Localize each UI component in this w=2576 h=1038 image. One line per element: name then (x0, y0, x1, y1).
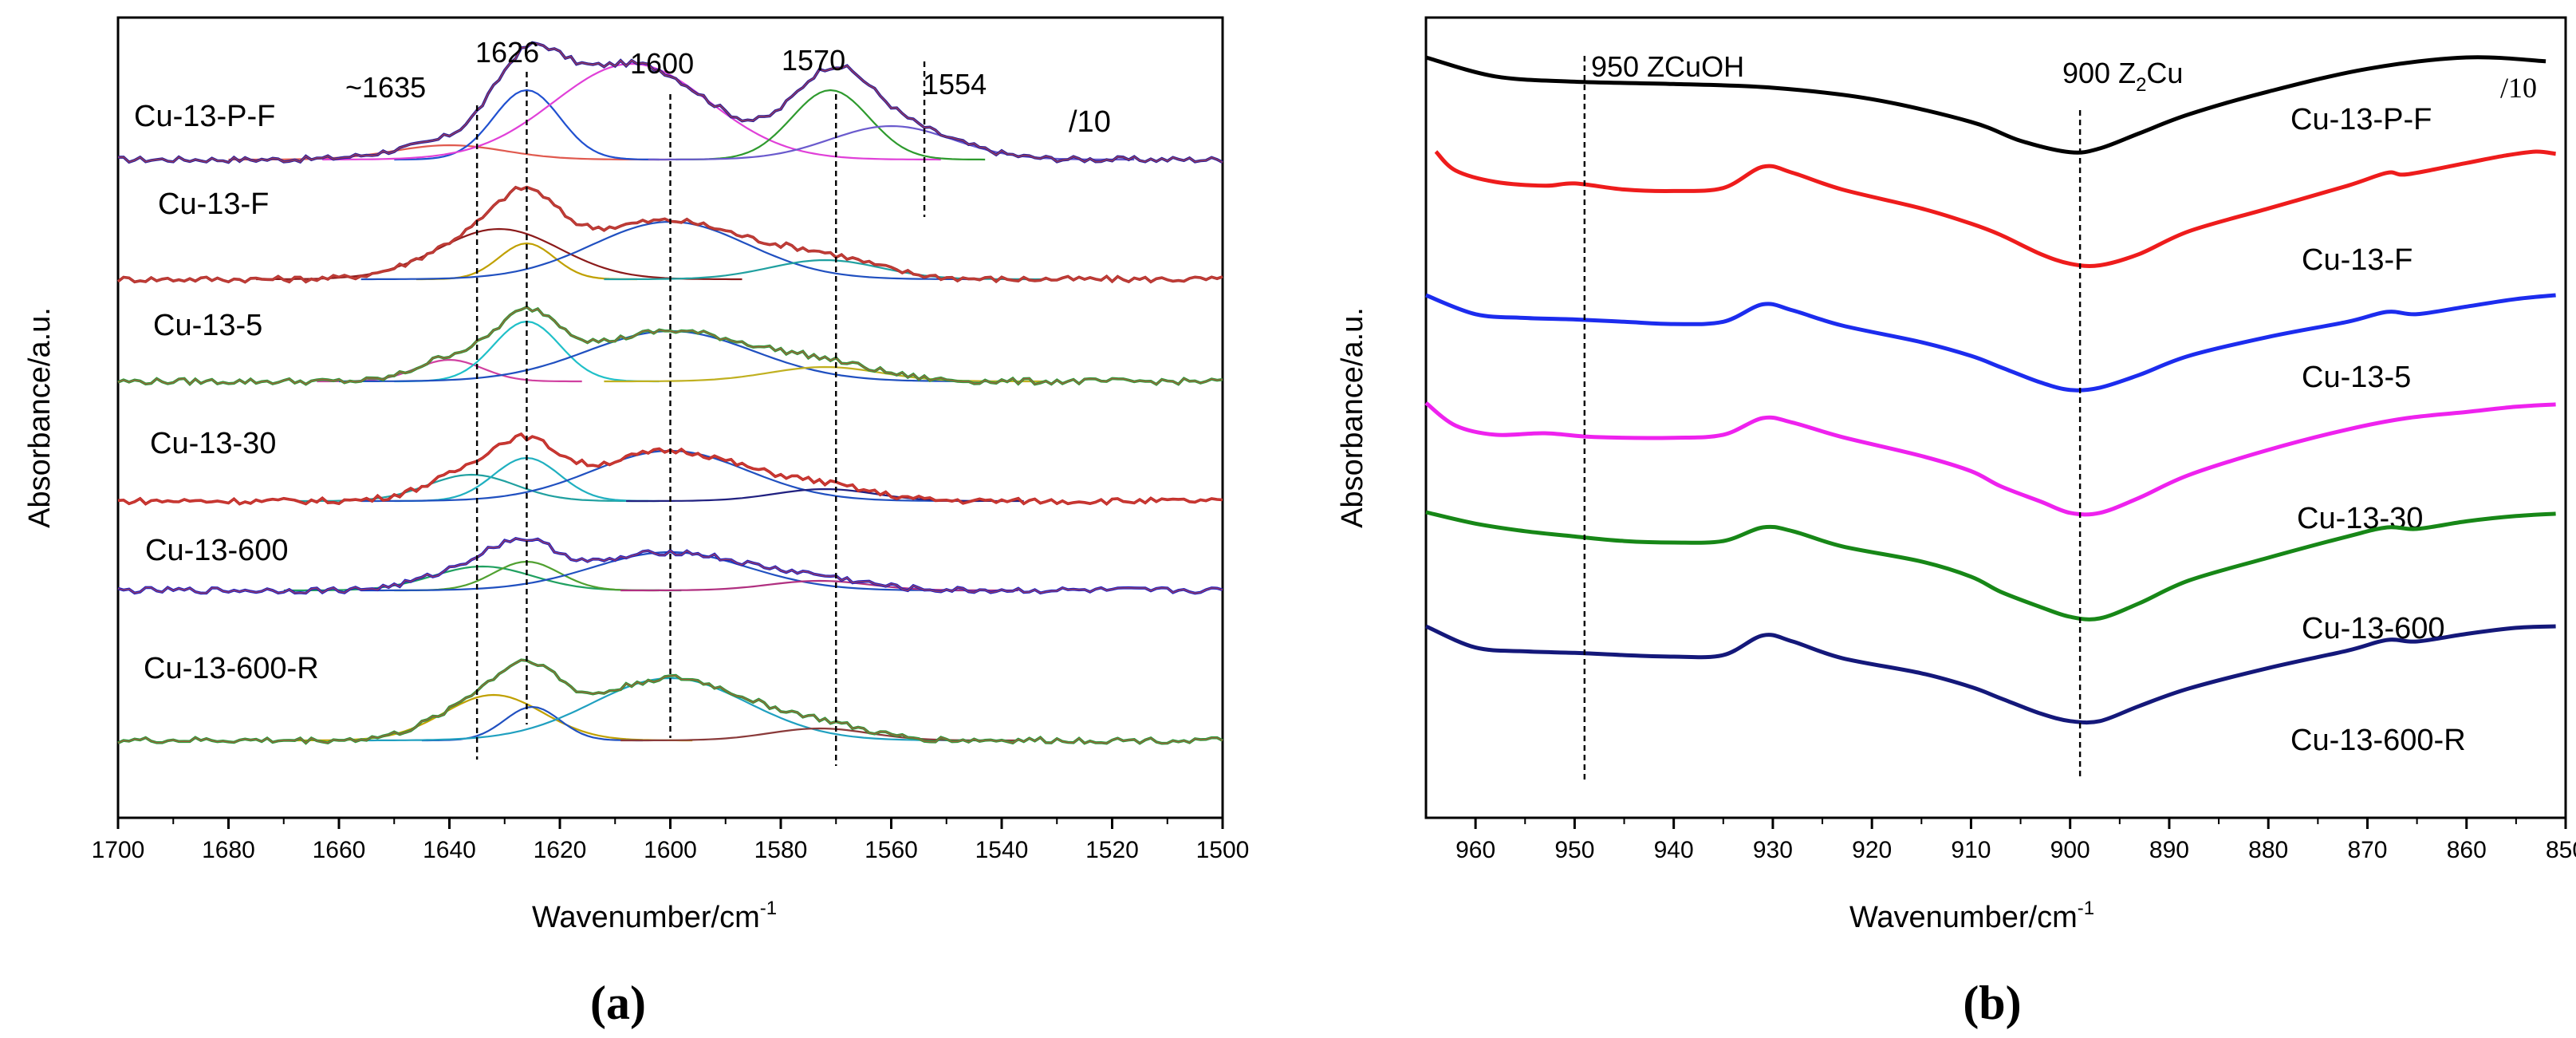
a-series-label: Cu-13-5 (153, 309, 262, 342)
b-x-tick-label: 900 (2050, 837, 2090, 863)
a-reference-label: 1554 (923, 68, 987, 101)
b-series-Cu-13-600: Cu-13-600 (1425, 510, 2556, 645)
a-x-axis-title-text: Wavenumber/cm (532, 901, 760, 934)
a-x-tick-label: 1700 (92, 837, 145, 863)
a-panel-letter: (a) (590, 977, 646, 1029)
a-reference-label: 1600 (630, 47, 694, 80)
a-x-tick-label: 1620 (534, 837, 587, 863)
a-series-label: Cu-13-30 (150, 427, 276, 460)
b-series-label: Cu-13-600-R (2290, 724, 2466, 757)
a-fit-sum (117, 41, 1223, 164)
a-fit-component (604, 365, 1046, 383)
a-x-axis-title: Wavenumber/cm-1 (532, 898, 777, 934)
b-x-tick-label: 910 (1951, 837, 1991, 863)
a-fit-component (394, 89, 660, 161)
b-y-axis-title: Absorbance/a.u. (1336, 307, 1369, 528)
b-reference-label-tail: Cu (2146, 57, 2183, 89)
a-x-tick-label: 1500 (1196, 837, 1250, 863)
a-series-label: Cu-13-600 (145, 534, 289, 567)
b-x-tick-label: 860 (2447, 837, 2487, 863)
a-x-tick-label: 1640 (423, 837, 476, 863)
b-scale-note: /10 (2500, 72, 2537, 104)
a-x-axis-title-sup: -1 (760, 898, 777, 919)
a-series-label: Cu-13-F (158, 187, 269, 221)
b-x-axis-title-text: Wavenumber/cm (1849, 901, 2078, 934)
a-y-axis-title: Absorbance/a.u. (23, 307, 57, 528)
b-spectrum-line (1425, 55, 2546, 155)
b-x-axis-title: Wavenumber/cm-1 (1849, 898, 2094, 934)
b-reference-label: 900 Z2Cu (2062, 57, 2183, 96)
b-x-tick-label: 850 (2546, 837, 2576, 863)
a-x-tick-label: 1680 (202, 837, 255, 863)
a-x-tick-label: 1660 (313, 837, 366, 863)
a-series-Cu-13-30: Cu-13-30 (117, 427, 1223, 507)
b-x-tick-label: 960 (1455, 837, 1495, 863)
a-series-Cu-13-5: Cu-13-5 (117, 305, 1223, 387)
a-series-Cu-13-600: Cu-13-600 (117, 534, 1223, 595)
a-fit-component (294, 473, 648, 503)
a-series-label: Cu-13-600-R (144, 652, 319, 685)
a-fit-sum (117, 659, 1223, 744)
a-fit-component (648, 124, 1135, 161)
a-fit-component (421, 705, 643, 742)
a-fit-component (256, 227, 742, 281)
b-x-axis-title-sup: -1 (2078, 898, 2094, 919)
b-spectrum-line (1434, 149, 2556, 268)
b-series-label: Cu-13-F (2302, 243, 2413, 277)
plot-frame (1424, 16, 2567, 819)
a-fit-component (228, 144, 671, 161)
a-scale-note: /10 (1069, 105, 1111, 139)
a-fit-component (620, 727, 1018, 742)
b-reference-label-sub: 2 (2136, 74, 2146, 96)
a-reference-label: 1626 (475, 36, 539, 69)
a-fit-sum (117, 538, 1223, 594)
b-series-Cu-13-600-R: Cu-13-600-R (1424, 624, 2556, 757)
a-series-label: Cu-13-P-F (134, 100, 275, 133)
b-x-tick-label: 870 (2347, 837, 2387, 863)
a-fit-component (676, 89, 986, 161)
b-series-Cu-13-P-F: Cu-13-P-F (1425, 55, 2546, 155)
a-series-Cu-13-P-F: Cu-13-P-F (117, 41, 1223, 164)
a-x-tick-label: 1560 (865, 837, 918, 863)
b-x-tick-label: 920 (1852, 837, 1892, 863)
a-x-tick-label: 1600 (644, 837, 697, 863)
b-spectrum-line (1424, 624, 2556, 725)
b-spectrum-line (1424, 401, 2556, 517)
a-fit-sum (117, 306, 1223, 385)
b-series-label: Cu-13-5 (2302, 361, 2411, 394)
b-spectrum-line (1425, 510, 2556, 622)
a-reference-label: ~1635 (345, 71, 426, 104)
a-x-tick-label: 1520 (1085, 837, 1139, 863)
a-fit-component (294, 693, 693, 742)
b-x-tick-label: 940 (1654, 837, 1694, 863)
b-reference-label: 950 ZCuOH (1591, 50, 1744, 83)
b-x-tick-label: 930 (1753, 837, 1793, 863)
a-series-Cu-13-600-R: Cu-13-600-R (117, 652, 1223, 745)
b-reference-label-main: 900 Z (2062, 57, 2136, 89)
panel-a-chart: 1700 1680 1660 1640 1620 1600 1580 1560 1540 1520… (23, 16, 1250, 1029)
b-panel-letter: (b) (1963, 977, 2021, 1029)
b-x-tick-label: 890 (2149, 837, 2189, 863)
b-spectrum-line (1425, 293, 2556, 393)
b-x-tick-label: 880 (2248, 837, 2288, 863)
a-x-tick-label: 1580 (754, 837, 808, 863)
a-fit-component (322, 62, 941, 161)
panel-b-chart: 960 950 940 930 920 910 900 890 880 870 860 850 Wave… (1336, 16, 2576, 1029)
b-x-tick-label: 950 (1554, 837, 1594, 863)
a-reference-label: 1570 (782, 44, 845, 77)
a-x-tick-label: 1540 (975, 837, 1029, 863)
b-series-Cu-13-5: Cu-13-5 (1425, 293, 2556, 394)
b-series-Cu-13-F: Cu-13-F (1434, 149, 2556, 277)
b-series-Cu-13-30: Cu-13-30 (1424, 401, 2556, 535)
b-series-label: Cu-13-P-F (2290, 103, 2432, 136)
